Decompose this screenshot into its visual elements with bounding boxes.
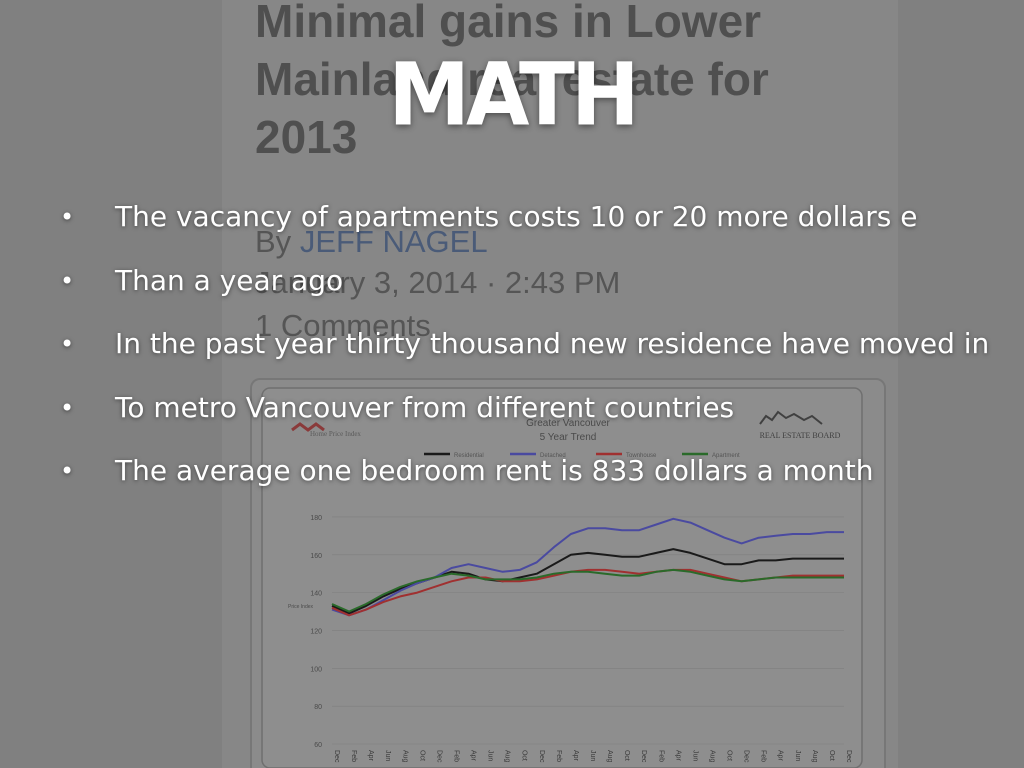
x-tick-label: Jun: [691, 750, 698, 761]
article-byline: By JEFF NAGEL: [255, 224, 488, 260]
bullet-icon: •: [60, 330, 75, 358]
bullet-text: In the past year thirty thousand new res…: [115, 327, 990, 360]
x-tick-label: Oct: [418, 750, 425, 761]
article-headline: Minimal gains in Lower Mainland real est…: [255, 0, 769, 163]
bullet-text: To metro Vancouver from different countr…: [115, 390, 735, 424]
legend-label: Townhouse: [626, 453, 657, 459]
series-line-apartment: [331, 568, 844, 613]
legend-label: Residential: [454, 453, 484, 459]
x-tick-label: Dec: [435, 750, 442, 763]
x-tick-label: Jun: [589, 750, 596, 761]
x-tick-label: Dec: [743, 750, 750, 763]
y-tick-label: 60: [314, 742, 322, 749]
x-tick-label: Aug: [811, 750, 818, 763]
x-tick-label: Aug: [708, 750, 715, 763]
chart-subtitle: 5 Year Trend: [540, 432, 597, 443]
x-tick-label: Feb: [657, 750, 664, 762]
bullet-icon: •: [60, 457, 75, 485]
series-line-detached: [331, 517, 844, 617]
price-index-chart: Greater Vancouver 5 Year Trend Home Price …: [261, 387, 863, 768]
bullet-text: Than a year ago: [115, 263, 344, 297]
bullet-icon: •: [60, 393, 75, 422]
x-tick-label: Feb: [555, 750, 562, 762]
x-tick-label: Dec: [845, 750, 852, 763]
byline-prefix: By: [255, 224, 292, 259]
bullet-text: The average one bedroom rent is 833 doll…: [115, 454, 874, 487]
article-date: January 3, 2014 · 2:43 PM: [255, 265, 621, 300]
x-tick-label: Apr: [572, 750, 579, 762]
x-tick-label: Aug: [401, 750, 408, 763]
skyline-logo-icon: [759, 410, 823, 425]
y-axis-label: Price Index: [288, 604, 314, 610]
legend-label: Detached: [540, 453, 566, 459]
x-tick-label: Feb: [452, 750, 459, 762]
x-tick-label: Jun: [384, 750, 391, 761]
x-tick-label: Dec: [538, 750, 545, 763]
y-tick-label: 100: [310, 666, 322, 673]
y-tick-label: 160: [310, 553, 322, 560]
bullet-icon: •: [60, 266, 75, 295]
x-tick-label: Apr: [367, 750, 374, 762]
x-tick-label: Oct: [828, 750, 835, 761]
x-tick-label: Aug: [504, 750, 511, 763]
x-tick-label: Oct: [521, 750, 528, 761]
x-tick-label: Apr: [470, 750, 477, 762]
x-tick-label: Aug: [606, 750, 613, 763]
x-tick-label: Feb: [350, 750, 357, 762]
legend-label: Apartment: [712, 453, 740, 459]
x-tick-label: Dec: [333, 750, 340, 763]
x-tick-label: Apr: [777, 750, 784, 762]
y-tick-label: 140: [310, 591, 322, 598]
article-comments: 1 Comments: [255, 308, 431, 343]
chart-logo-left-text: Home Price Index: [310, 430, 361, 438]
x-tick-label: Jun: [487, 750, 494, 761]
x-tick-label: Oct: [726, 750, 733, 761]
x-tick-label: Feb: [760, 750, 767, 762]
y-tick-label: 180: [310, 515, 322, 522]
house-logo-icon: [291, 422, 325, 432]
chart-title: Greater Vancouver: [526, 418, 610, 429]
x-tick-label: Oct: [623, 750, 630, 761]
chart-inner-frame: [261, 387, 863, 768]
bullet-text: The vacancy of apartments costs 10 or 20…: [115, 200, 918, 233]
x-tick-label: Dec: [640, 750, 647, 763]
article-author: JEFF NAGEL: [299, 224, 488, 259]
y-tick-label: 80: [314, 704, 322, 711]
y-tick-label: 120: [310, 628, 322, 635]
slide-title: MATH: [388, 45, 639, 146]
chart-logo-right-text: REAL ESTATE BOARD: [760, 431, 841, 440]
bullet-icon: •: [60, 203, 75, 231]
x-tick-label: Jun: [794, 750, 801, 761]
x-tick-label: Apr: [674, 750, 681, 762]
